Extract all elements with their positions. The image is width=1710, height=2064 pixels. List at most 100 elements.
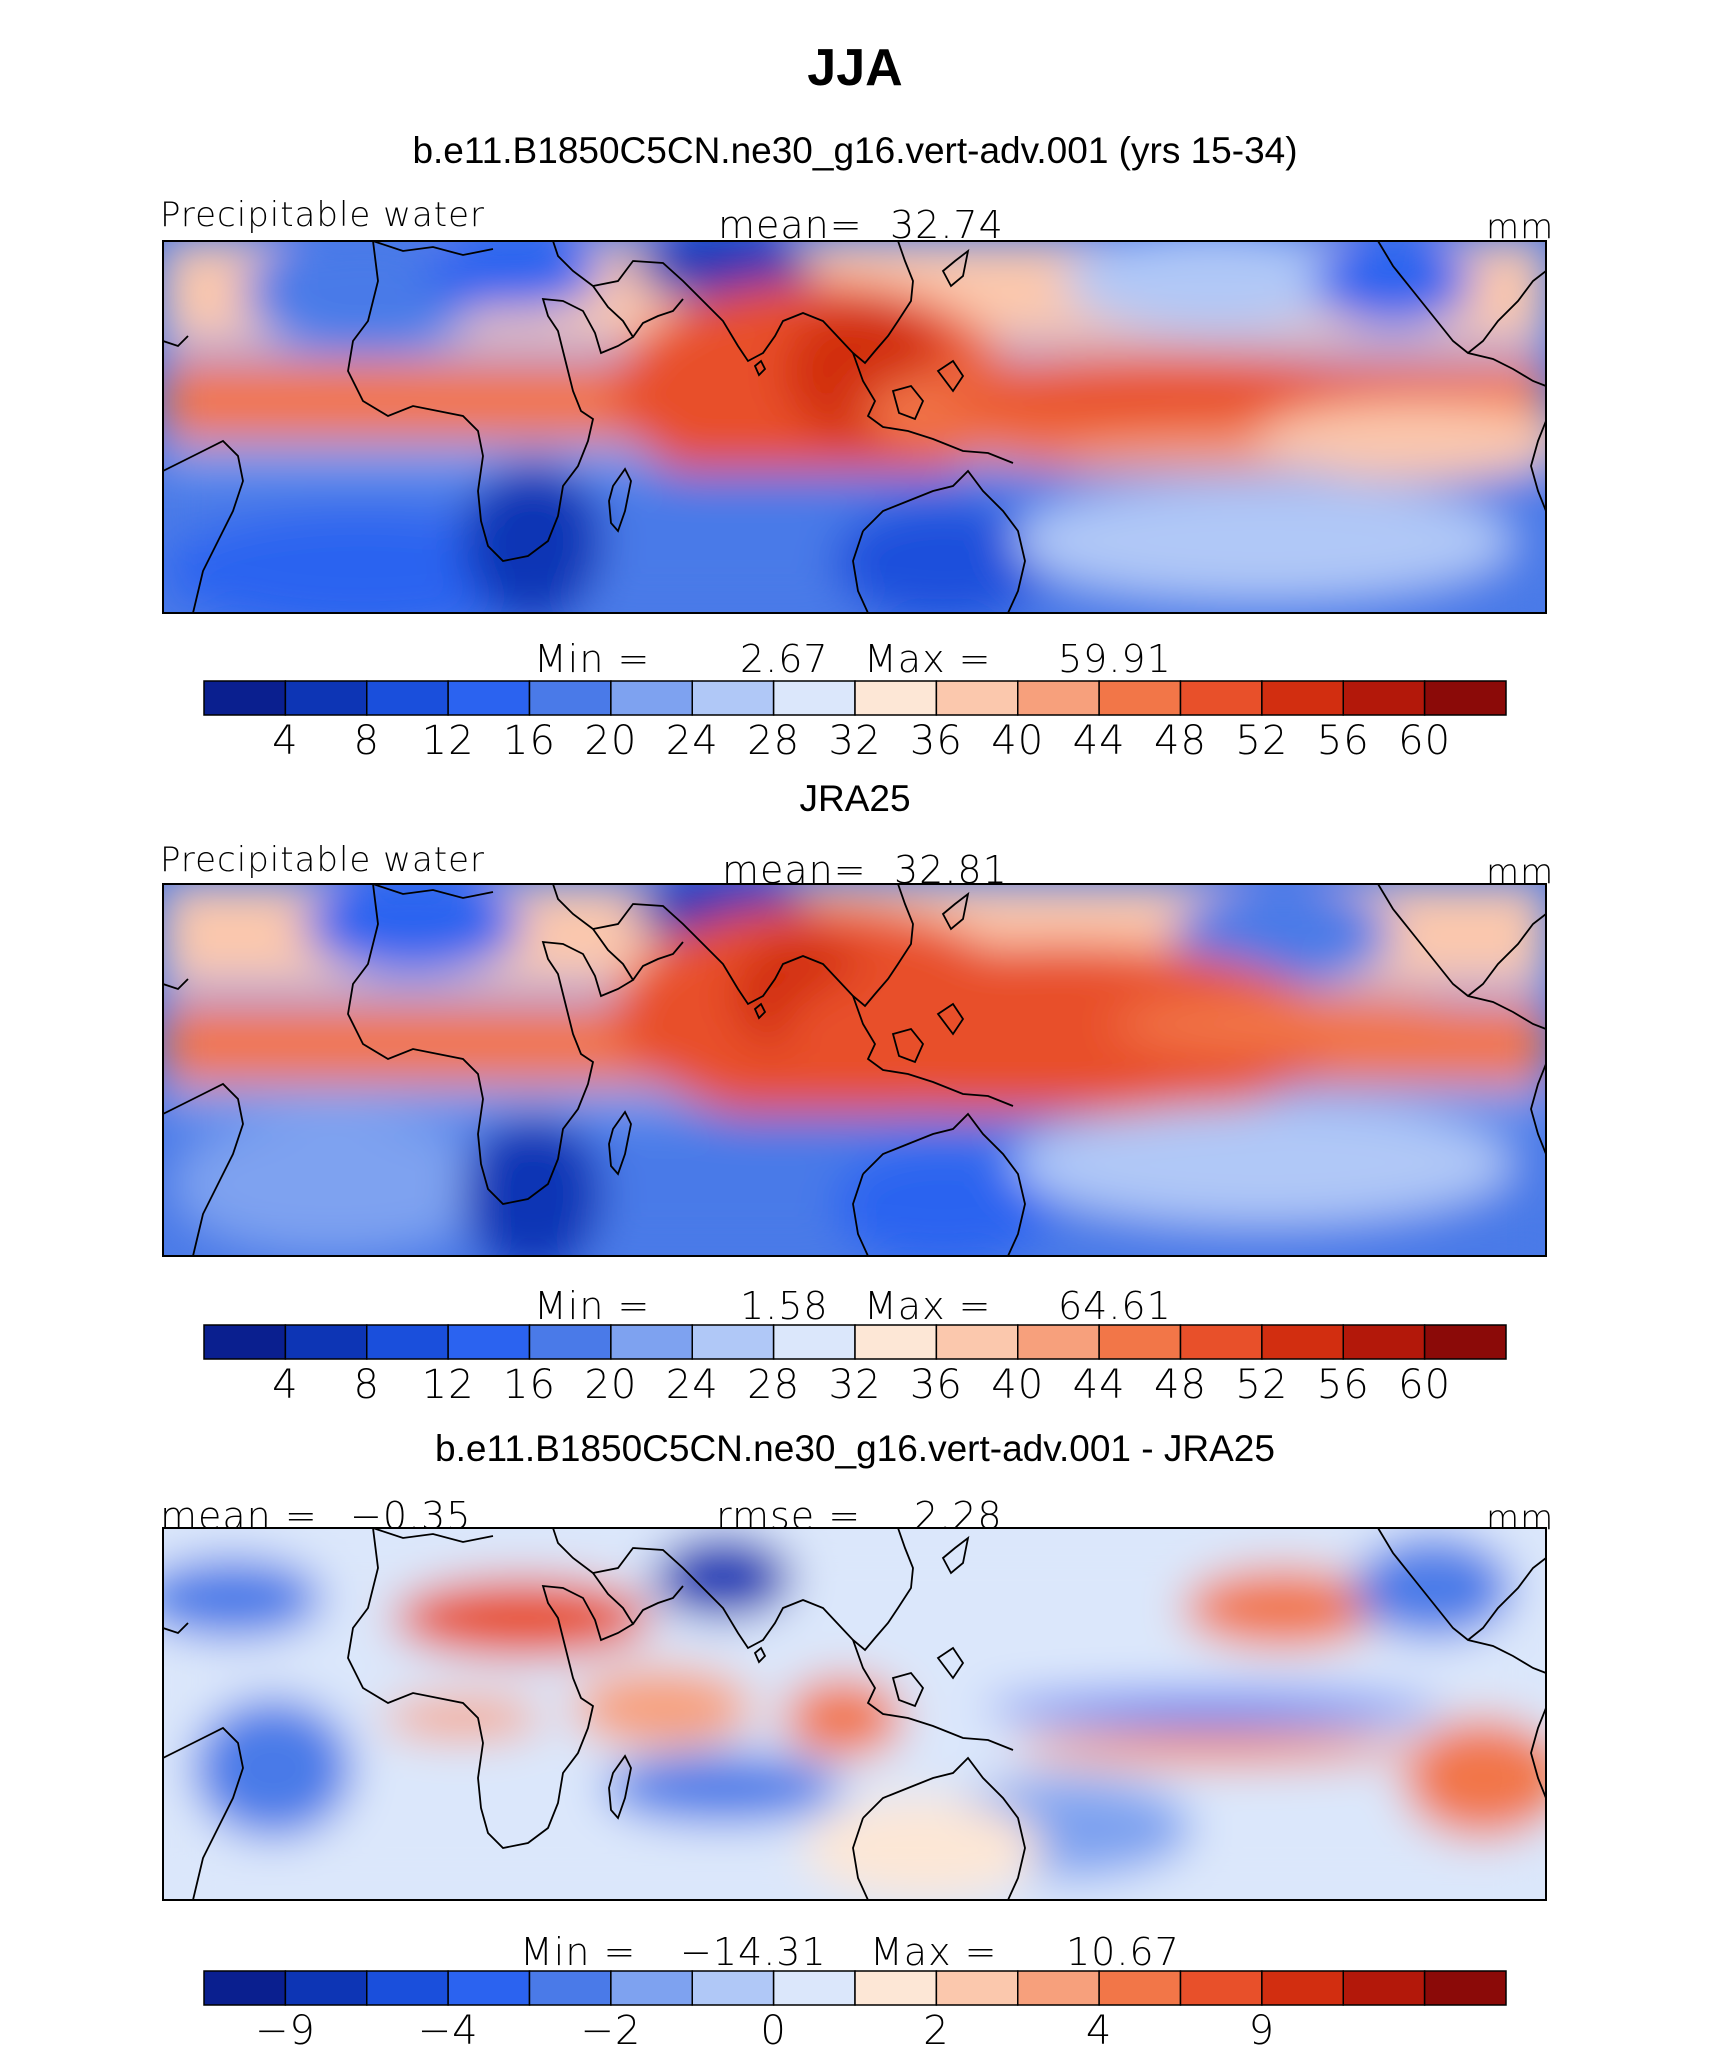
colorbar-swatch	[1017, 1324, 1100, 1360]
colorbar-tick-label: 16	[503, 1362, 556, 1408]
colorbar-swatch	[1261, 680, 1344, 716]
panel-1-colorbar	[203, 680, 1507, 716]
colorbar-tick-label: 4	[272, 718, 299, 764]
colorbar-tick-label: 8	[353, 1362, 380, 1408]
colorbar-swatch	[691, 680, 775, 716]
colorbar-swatch	[1261, 1324, 1344, 1360]
colorbar-tick-label: 36	[909, 1362, 963, 1408]
colorbar-tick-label: 28	[747, 1362, 801, 1408]
colorbar-swatch	[447, 1970, 531, 2006]
colorbar-tick-label: 12	[421, 1362, 475, 1408]
panel-3-min-label: Min =	[520, 1930, 637, 1974]
colorbar-tick-label: 32	[828, 718, 882, 764]
panel-3-frame	[162, 1527, 1547, 1901]
colorbar-swatch	[284, 1324, 368, 1360]
colorbar-tick-label: 24	[665, 718, 719, 764]
colorbar-swatch	[1098, 1324, 1182, 1360]
colorbar-tick-label: 56	[1316, 718, 1370, 764]
colorbar-swatch	[854, 1324, 938, 1360]
panel-1-title: b.e11.B1850C5CN.ne30_g16.vert-adv.001 (y…	[412, 130, 1298, 171]
colorbar-swatch	[772, 1970, 856, 2006]
colorbar-swatch	[1342, 680, 1426, 716]
colorbar-swatch	[366, 680, 449, 716]
colorbar-swatch	[366, 1324, 449, 1360]
colorbar-swatch	[935, 1970, 1019, 2006]
panel-1-min-value: 2.67	[740, 637, 829, 681]
colorbar-tick-label: −2	[580, 2008, 642, 2054]
colorbar-swatch	[528, 1970, 612, 2006]
colorbar-tick-label: 0	[760, 2008, 787, 2054]
panel-3-max-value: 10.67	[1066, 1930, 1180, 1974]
colorbar-swatch	[1179, 1970, 1263, 2006]
colorbar-tick-label: 32	[828, 1362, 882, 1408]
colorbar-tick-label: 12	[421, 718, 475, 764]
colorbar-swatch	[1017, 680, 1100, 716]
colorbar-swatch	[610, 680, 693, 716]
colorbar-swatch	[1017, 1970, 1100, 2006]
colorbar-swatch	[1098, 1970, 1182, 2006]
panel-2-title: JRA25	[799, 778, 911, 819]
colorbar-swatch	[1179, 680, 1263, 716]
colorbar-swatch	[772, 1324, 856, 1360]
panel-1-mean-value: 32.74	[890, 203, 1004, 247]
panel-2-min-label: Min =	[534, 1284, 651, 1328]
colorbar-swatch	[935, 680, 1019, 716]
colorbar-swatch	[854, 1970, 938, 2006]
colorbar-tick-label: 28	[747, 718, 801, 764]
colorbar-swatch	[691, 1970, 775, 2006]
colorbar-tick-label: 20	[584, 1362, 638, 1408]
panel-1-map	[163, 241, 1546, 613]
colorbar-tick-label: −9	[254, 2008, 316, 2054]
colorbar-swatch	[1423, 1970, 1507, 2006]
panel-2-max-label: Max =	[864, 1284, 992, 1328]
panel-2-map	[163, 884, 1546, 1256]
colorbar-tick-label: 2	[923, 2008, 950, 2054]
panel-3-min-value: −14.31	[680, 1930, 827, 1974]
colorbar-tick-label: 4	[1085, 2008, 1113, 2054]
colorbar-tick-label: 4	[272, 1362, 299, 1408]
colorbar-swatch	[447, 680, 531, 716]
colorbar-tick-label: 52	[1235, 718, 1289, 764]
panel-3-max-label: Max =	[870, 1930, 998, 1974]
panel-2-frame	[162, 883, 1547, 1257]
colorbar-tick-label: 48	[1154, 718, 1207, 764]
colorbar-swatch	[610, 1324, 693, 1360]
colorbar-swatch	[366, 1970, 449, 2006]
panel-3-colorbar	[203, 1970, 1507, 2006]
colorbar-swatch	[203, 1324, 287, 1360]
colorbar-tick-label: 44	[1072, 718, 1126, 764]
colorbar-swatch	[203, 1970, 287, 2006]
colorbar-swatch	[1423, 680, 1507, 716]
panel-1-variable: Precipitable water	[160, 195, 486, 235]
colorbar-swatch	[284, 680, 368, 716]
colorbar-swatch	[1098, 680, 1182, 716]
colorbar-tick-label: 8	[353, 718, 380, 764]
panel-1-mean-label: mean=	[718, 203, 863, 247]
colorbar-swatch	[203, 680, 287, 716]
panel-2-colorbar	[203, 1324, 1507, 1360]
colorbar-tick-label: 60	[1398, 1362, 1452, 1408]
page-title: JJA	[807, 39, 903, 97]
colorbar-swatch	[610, 1970, 693, 2006]
colorbar-swatch	[691, 1324, 775, 1360]
colorbar-swatch	[1179, 1324, 1263, 1360]
panel-2-min-value: 1.58	[740, 1284, 829, 1328]
panel-1-frame	[162, 240, 1547, 614]
colorbar-tick-label: 56	[1316, 1362, 1370, 1408]
colorbar-tick-label: 44	[1072, 1362, 1126, 1408]
colorbar-swatch	[284, 1970, 368, 2006]
colorbar-tick-label: 52	[1235, 1362, 1289, 1408]
colorbar-swatch	[447, 1324, 531, 1360]
colorbar-tick-label: 9	[1248, 2008, 1276, 2054]
panel-1-max-value: 59.91	[1058, 637, 1172, 681]
colorbar-swatch	[528, 680, 612, 716]
colorbar-tick-label: 40	[991, 1362, 1045, 1408]
panel-3-map	[163, 1528, 1546, 1900]
panel-3-title: b.e11.B1850C5CN.ne30_g16.vert-adv.001 - …	[435, 1428, 1275, 1469]
colorbar-swatch	[1342, 1324, 1426, 1360]
colorbar-tick-label: 20	[584, 718, 638, 764]
colorbar-swatch	[772, 680, 856, 716]
colorbar-swatch	[1423, 1324, 1507, 1360]
colorbar-swatch	[1261, 1970, 1344, 2006]
